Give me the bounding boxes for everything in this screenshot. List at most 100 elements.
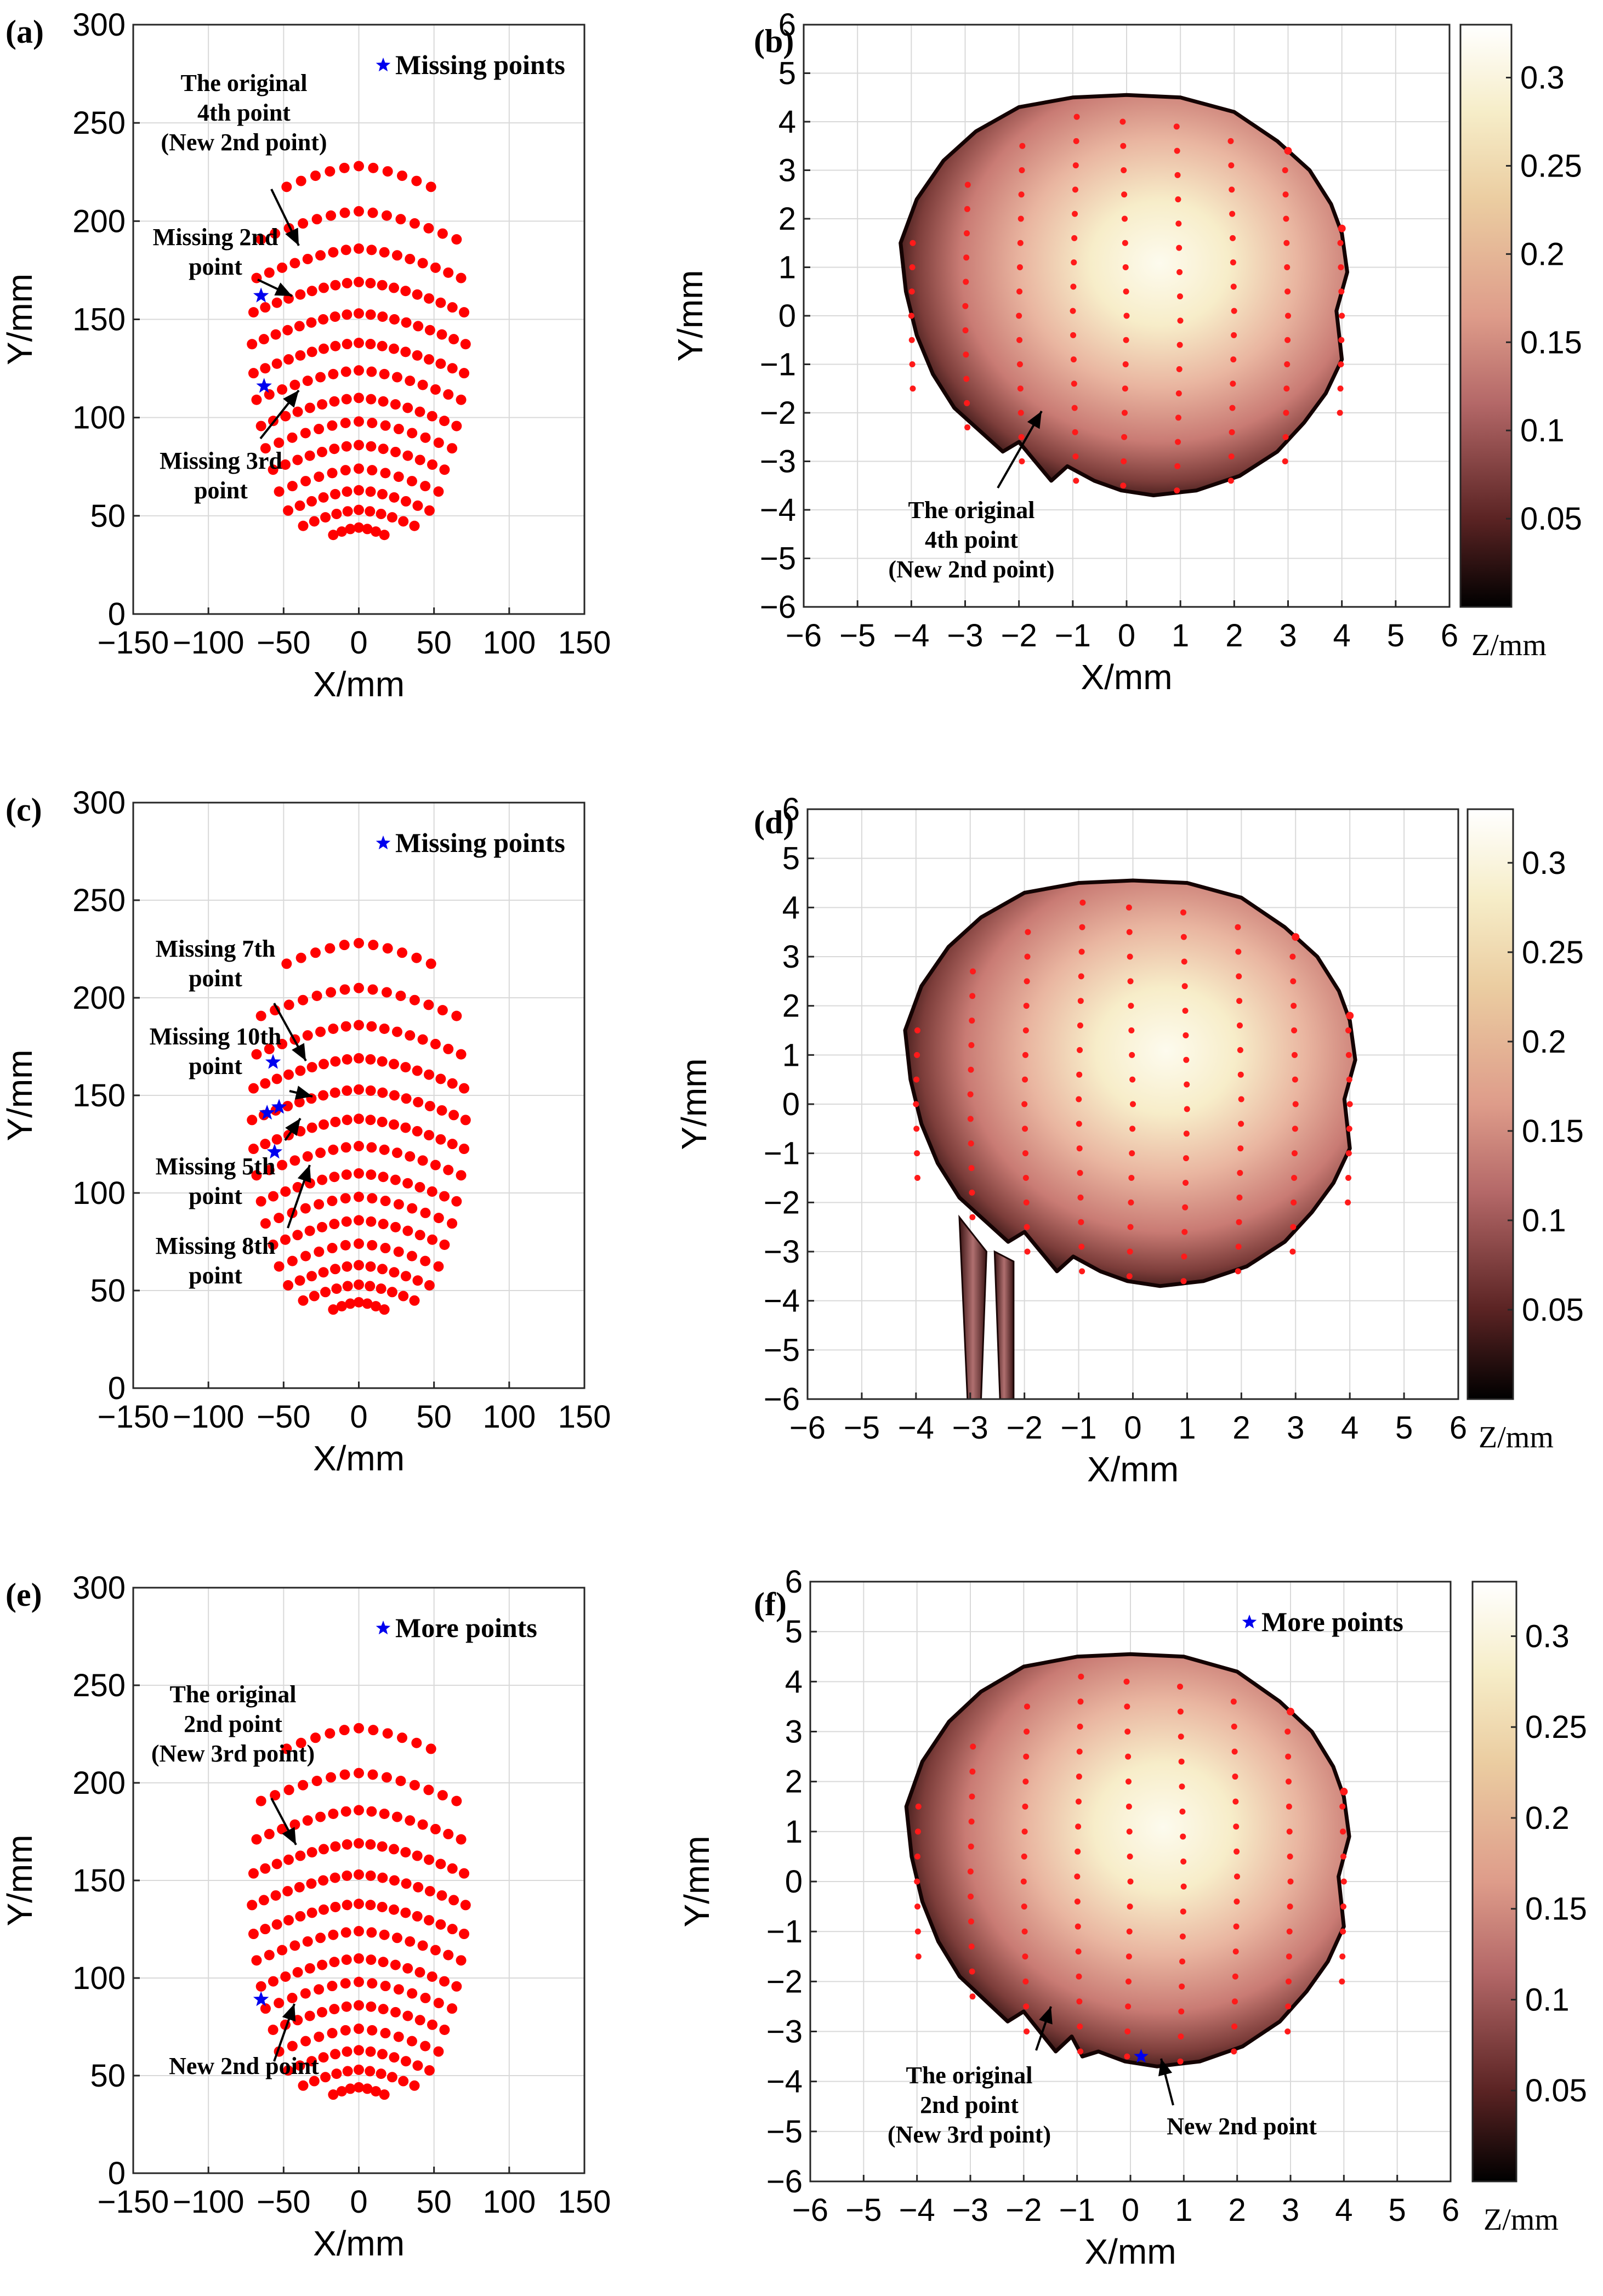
y-tick-label: 1 bbox=[782, 1037, 800, 1073]
data-point bbox=[314, 1199, 325, 1210]
data-point bbox=[287, 1255, 298, 1266]
colorbar-tick-label: 0.2 bbox=[1525, 1800, 1570, 1836]
data-point bbox=[340, 1927, 351, 1938]
data-point bbox=[264, 1164, 275, 1175]
data-point bbox=[1340, 1878, 1347, 1885]
data-point bbox=[427, 459, 438, 470]
data-point bbox=[430, 1945, 441, 1956]
data-point bbox=[414, 2015, 425, 2026]
data-point bbox=[914, 1878, 920, 1885]
data-point bbox=[412, 1065, 423, 1076]
y-tick-label: 100 bbox=[72, 1175, 126, 1211]
data-point bbox=[1127, 1878, 1134, 1885]
data-point bbox=[1127, 978, 1134, 985]
data-point bbox=[1345, 1175, 1351, 1181]
x-tick-label: 100 bbox=[482, 2184, 536, 2220]
data-point bbox=[400, 346, 411, 357]
data-point bbox=[258, 1895, 269, 1906]
legend-label: Missing points bbox=[395, 827, 565, 858]
data-point bbox=[1127, 1248, 1133, 1255]
data-point bbox=[1237, 1071, 1244, 1078]
data-point bbox=[260, 1078, 271, 1089]
arrow-head bbox=[274, 282, 292, 296]
data-point bbox=[1017, 240, 1024, 246]
data-point bbox=[1127, 1903, 1133, 1910]
data-point bbox=[368, 1725, 379, 1736]
data-point bbox=[1284, 264, 1291, 270]
data-point bbox=[260, 1863, 271, 1874]
data-point bbox=[964, 181, 971, 188]
data-point bbox=[1229, 211, 1236, 217]
data-point bbox=[316, 446, 327, 457]
data-point bbox=[1024, 953, 1031, 960]
data-point bbox=[391, 372, 402, 383]
data-point bbox=[1183, 1155, 1189, 1162]
data-point bbox=[963, 279, 969, 285]
data-point bbox=[382, 943, 393, 954]
data-point bbox=[294, 1882, 305, 1893]
data-point bbox=[340, 1806, 351, 1817]
data-point bbox=[1121, 434, 1128, 440]
data-point bbox=[328, 1304, 339, 1315]
data-point bbox=[328, 1023, 339, 1034]
data-point bbox=[1179, 1958, 1186, 1965]
data-point bbox=[260, 1218, 271, 1229]
data-point bbox=[329, 1872, 340, 1883]
data-point bbox=[1290, 1224, 1297, 1230]
data-point bbox=[255, 1010, 266, 1021]
data-point bbox=[1124, 1703, 1130, 1710]
y-tick-label: 3 bbox=[782, 939, 800, 975]
data-point bbox=[1125, 1753, 1132, 1760]
data-point bbox=[1022, 1126, 1028, 1132]
data-point bbox=[341, 1954, 352, 1965]
data-point bbox=[292, 1967, 303, 1978]
data-point bbox=[354, 2064, 364, 2075]
data-point bbox=[1179, 1808, 1186, 1815]
data-point bbox=[382, 166, 393, 177]
data-point bbox=[367, 984, 378, 995]
data-point bbox=[318, 282, 329, 293]
data-point bbox=[380, 420, 391, 431]
data-point bbox=[409, 1780, 420, 1791]
data-point bbox=[329, 311, 340, 322]
data-point bbox=[435, 1859, 446, 1869]
data-point bbox=[1078, 948, 1085, 955]
data-point bbox=[274, 1213, 285, 1224]
data-point bbox=[969, 1018, 975, 1024]
data-point bbox=[969, 1189, 975, 1196]
missing-point-star bbox=[271, 1099, 287, 1114]
panel-label: (a) bbox=[5, 14, 44, 50]
data-point bbox=[366, 394, 377, 405]
colorbar-tick-label: 0.15 bbox=[1520, 325, 1582, 360]
data-point bbox=[302, 1151, 313, 1162]
data-point bbox=[1285, 1978, 1292, 1985]
data-point bbox=[430, 1038, 441, 1049]
data-point bbox=[365, 1261, 376, 1272]
data-point bbox=[1233, 1848, 1240, 1855]
data-point bbox=[1126, 1928, 1133, 1935]
data-point bbox=[1286, 1928, 1293, 1935]
data-point bbox=[1236, 998, 1243, 1004]
data-point bbox=[1290, 978, 1297, 985]
data-point bbox=[255, 234, 266, 245]
data-point bbox=[417, 1819, 428, 1830]
data-point bbox=[330, 2049, 341, 2060]
data-point bbox=[1023, 2003, 1030, 2010]
data-point bbox=[460, 1115, 471, 1126]
colorbar-tick-label: 0.1 bbox=[1525, 1982, 1570, 2017]
data-point bbox=[968, 1140, 974, 1147]
data-point bbox=[342, 1900, 353, 1911]
data-point bbox=[393, 1984, 404, 1995]
data-point bbox=[1078, 1243, 1085, 1250]
data-point bbox=[277, 1160, 288, 1170]
data-point bbox=[292, 454, 303, 465]
data-point bbox=[283, 1915, 294, 1926]
data-point bbox=[295, 952, 306, 963]
data-point bbox=[447, 1218, 458, 1229]
data-point bbox=[1018, 434, 1025, 440]
data-point bbox=[389, 492, 400, 503]
data-point bbox=[1179, 1783, 1185, 1790]
y-tick-label: 150 bbox=[72, 1078, 126, 1113]
data-point bbox=[963, 254, 970, 261]
data-point bbox=[1338, 337, 1345, 343]
